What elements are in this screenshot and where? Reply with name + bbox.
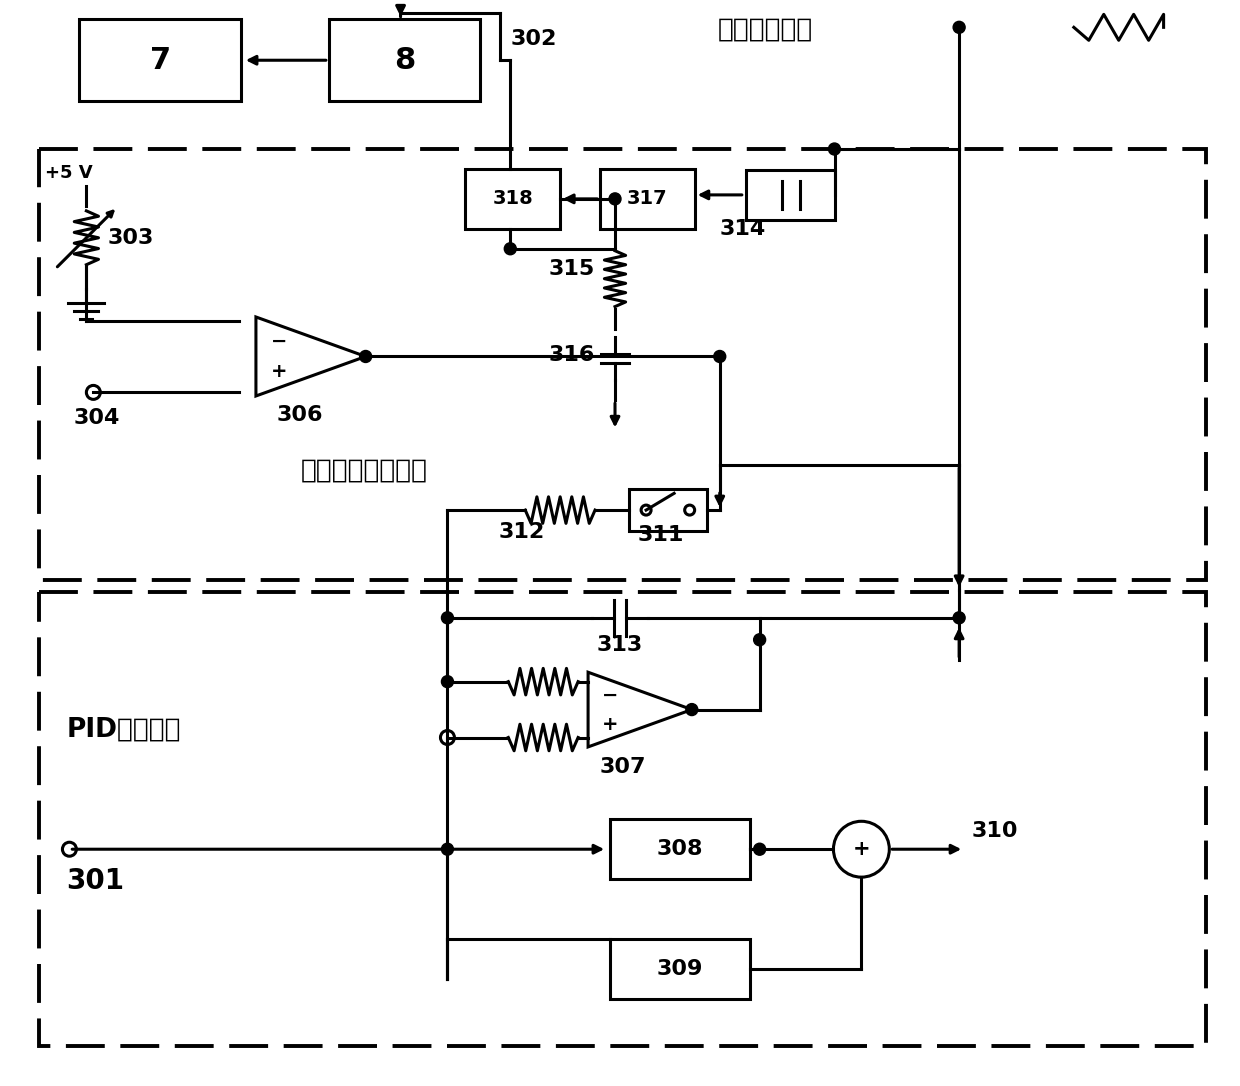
Circle shape [441, 675, 454, 687]
Text: 317: 317 [627, 189, 668, 209]
Text: +: + [270, 363, 288, 381]
Bar [600, 169, 694, 229]
Text: 316: 316 [548, 345, 594, 366]
Bar [79, 20, 241, 101]
Text: PID伺服控制: PID伺服控制 [67, 717, 181, 743]
Circle shape [609, 193, 621, 205]
Text: 扫腔信号发生: 扫腔信号发生 [718, 16, 813, 42]
Text: 7: 7 [150, 46, 171, 75]
Text: 315: 315 [548, 258, 594, 279]
Bar [465, 169, 560, 229]
Circle shape [360, 351, 372, 363]
Text: 318: 318 [492, 189, 533, 209]
Circle shape [754, 843, 765, 855]
Text: 302: 302 [511, 29, 557, 49]
Text: 310: 310 [971, 821, 1018, 842]
Text: 8: 8 [394, 46, 415, 75]
Text: +: + [853, 839, 870, 859]
Circle shape [954, 611, 965, 623]
Text: −: − [270, 331, 288, 351]
Bar [629, 489, 707, 531]
Text: 304: 304 [73, 408, 120, 428]
Bar [40, 592, 1207, 1046]
Text: 307: 307 [600, 757, 646, 778]
Circle shape [441, 843, 454, 855]
Text: 311: 311 [637, 525, 684, 545]
Circle shape [954, 22, 965, 34]
Circle shape [754, 634, 765, 646]
Text: 308: 308 [657, 839, 703, 859]
Text: 314: 314 [719, 218, 766, 239]
Bar [610, 819, 750, 880]
Circle shape [441, 611, 454, 623]
Circle shape [505, 243, 516, 255]
Circle shape [686, 704, 698, 716]
Text: +5 V: +5 V [46, 164, 93, 182]
Text: 313: 313 [596, 634, 644, 655]
Text: 306: 306 [277, 405, 324, 426]
Circle shape [714, 351, 725, 363]
Bar [745, 169, 836, 219]
Bar [610, 939, 750, 999]
Text: +: + [601, 715, 618, 734]
Text: 312: 312 [498, 522, 544, 542]
Text: 自动锁腔逻辑功能: 自动锁腔逻辑功能 [301, 457, 428, 483]
Circle shape [828, 143, 841, 155]
Text: 301: 301 [67, 867, 124, 895]
Text: 309: 309 [657, 959, 703, 978]
Bar [329, 20, 480, 101]
Bar [40, 149, 1207, 580]
Text: −: − [601, 685, 618, 705]
Text: 303: 303 [108, 228, 154, 248]
